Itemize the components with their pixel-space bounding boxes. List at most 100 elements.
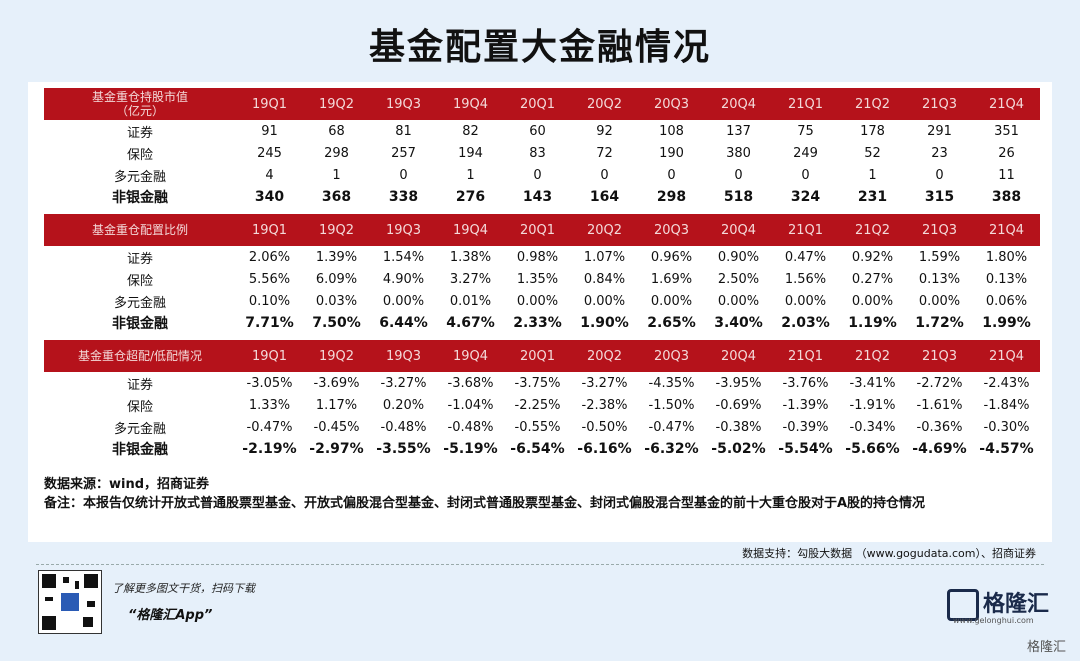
table-cell: 298 [324,145,349,161]
spacer-row [44,460,1040,466]
section-header: 基金重仓超配/低配情况 [44,340,236,372]
table-cell: -2.97% [309,441,364,457]
table-cell: 137 [726,123,751,139]
table-cell: 3.40% [714,315,763,331]
table-cell: 1.99% [982,315,1031,331]
table-cell: -0.30% [983,419,1030,435]
table-cell: -3.55% [376,441,431,457]
table-cell: 1.54% [382,249,425,265]
table-cell: 1.38% [449,249,492,265]
section-header-row: 基金重仓超配/低配情况 19Q1 19Q2 19Q3 19Q4 20Q1 20Q2 20Q3 2… [44,340,1040,372]
table-cell: -3.05% [246,375,293,391]
data-table-card: 基金重仓持股市值 （亿元） 19Q1 19Q2 19Q3 19Q4 20Q1 20Q2 20Q3… [28,82,1052,542]
table-cell: 0.27% [851,271,894,287]
table-cell: -1.91% [849,397,896,413]
table-cell: 245 [257,145,282,161]
table-cell: -0.36% [916,419,963,435]
table-cell: 7.50% [312,315,361,331]
quarter-header: 19Q3 [370,340,437,372]
table-row: 保险 245 298 257 194 83 72 190 380 249 52 23 26 [44,142,1040,164]
quarter-header: 21Q4 [973,340,1040,372]
table-cell: 1.17% [315,397,358,413]
brand-logo-text: 格隆汇 [983,592,1050,617]
table-cell: 0.13% [918,271,961,287]
table-cell: 82 [462,123,479,139]
table-cell: 0.10% [248,293,291,309]
table-cell: -0.55% [514,419,561,435]
table-cell: 7.71% [245,315,294,331]
quarter-header: 21Q1 [772,88,839,120]
table-cell: 231 [857,189,888,205]
table-cell: 1.80% [985,249,1028,265]
table-cell: 338 [388,189,419,205]
table-cell: 0 [801,167,810,183]
table-cell: 83 [529,145,546,161]
table-cell: 1.07% [583,249,626,265]
row-label: 多元金融 [113,421,166,437]
table-cell: 0.13% [985,271,1028,287]
brand-logo-icon [947,589,979,621]
table-cell: -0.34% [849,419,896,435]
divider [36,564,1044,565]
table-cell: 518 [723,189,754,205]
quarter-header: 19Q4 [437,88,504,120]
table-cell: -0.48% [447,419,494,435]
notes: 数据来源：wind，招商证券 备注：本报告仅统计开放式普通股票型基金、开放式偏股… [44,475,1034,513]
quarter-header: 20Q4 [705,340,772,372]
quarter-header: 21Q3 [906,88,973,120]
row-label: 非银金融 [112,316,168,332]
quarter-header: 21Q3 [906,214,973,246]
quarter-header: 21Q2 [839,340,906,372]
table-cell: -4.69% [912,441,967,457]
table-cell: 0.03% [315,293,358,309]
table-row: 证券 2.06% 1.39% 1.54% 1.38% 0.98% 1.07% 0.96% 0.9… [44,246,1040,268]
table-row: 证券 91 68 81 82 60 92 108 137 75 178 291 351 [44,120,1040,142]
table-cell: 0.90% [717,249,760,265]
table-cell: 2.65% [647,315,696,331]
table-cell: 1.19% [848,315,897,331]
table-cell: 1.69% [650,271,693,287]
table-cell: -1.84% [983,397,1030,413]
quarter-header: 19Q3 [370,88,437,120]
quarter-header: 20Q1 [504,340,571,372]
table-cell: -1.61% [916,397,963,413]
section-header: 基金重仓持股市值 （亿元） [44,88,236,120]
table-cell: 257 [391,145,416,161]
row-label: 非银金融 [112,442,168,458]
table-row: 证券 -3.05% -3.69% -3.27% -3.68% -3.75% -3.27% -4… [44,372,1040,394]
quarter-header: 20Q3 [638,88,705,120]
table-cell: 0.00% [650,293,693,309]
table-cell: -5.54% [778,441,833,457]
table-cell: 0.98% [516,249,559,265]
promo-text: 了解更多图文干货，扫码下载 [112,582,255,595]
table-cell: -3.68% [447,375,494,391]
table-cell: 0.84% [583,271,626,287]
section-header-row: 基金重仓持股市值 （亿元） 19Q1 19Q2 19Q3 19Q4 20Q1 20Q2 20Q3… [44,88,1040,120]
table-cell: 276 [455,189,486,205]
table-row: 非银金融 -2.19% -2.97% -3.55% -5.19% -6.54% -6.16%… [44,438,1040,460]
table-cell: 92 [596,123,613,139]
quarter-header: 21Q1 [772,214,839,246]
table-cell: -0.45% [313,419,360,435]
row-label: 证券 [126,125,153,141]
quarter-header: 20Q2 [571,214,638,246]
spacer-cell [44,460,1040,466]
app-name: “格隆汇App” [128,608,213,623]
table-cell: -3.76% [782,375,829,391]
table-cell: 0.01% [449,293,492,309]
table-row: 保险 1.33% 1.17% 0.20% -1.04% -2.25% -2.38% -1.50… [44,394,1040,416]
table-cell: 388 [991,189,1022,205]
table-row: 多元金融 0.10% 0.03% 0.00% 0.01% 0.00% 0.00% 0.00% 0… [44,290,1040,312]
table-row: 非银金融 340 368 338 276 143 164 298 518 324 231 315 388 [44,186,1040,208]
brand-logo: 格隆汇 [947,586,1049,621]
app-logo-icon [61,593,79,611]
table-cell: 2.06% [248,249,291,265]
table-cell: -3.27% [380,375,427,391]
table-cell: 0 [399,167,408,183]
table-cell: 1.56% [784,271,827,287]
table-cell: 0.00% [382,293,425,309]
table-cell: -0.50% [581,419,628,435]
table-cell: 108 [659,123,684,139]
table-cell: 324 [790,189,821,205]
table-cell: 0 [935,167,944,183]
